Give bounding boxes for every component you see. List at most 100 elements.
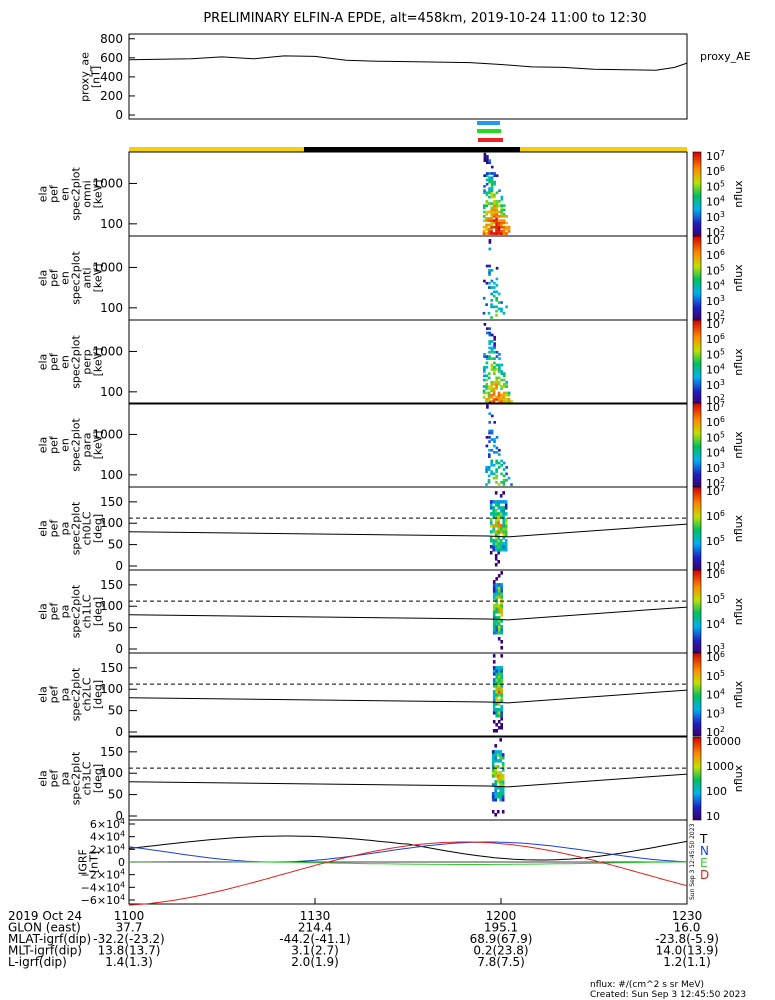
spectrogram-cell [490,395,493,399]
spectrogram-cell [500,223,503,227]
colorbar-tick-label: 106 [706,650,725,664]
spectrogram-cell [495,223,498,227]
pa-spectrogram-cell [495,607,498,611]
pa-spectrogram-cell [497,699,501,703]
pa-spectrogram-cell [497,539,500,543]
spectrogram-cell [485,355,489,358]
spectrogram-cell [495,363,499,367]
spectrogram-cell [502,227,506,231]
spectrogram-cell [495,451,499,454]
pa-spectrogram-cell [492,699,496,703]
igrf-panel: IGRF[nT] 6×1044×1042×1040−2×104−4×104−6×… [77,817,710,907]
pa-spectrogram-cell [494,557,498,561]
pa-spectrogram-cell [495,669,498,673]
ylabel-line: ch0LC [81,511,94,545]
colorbar-label: nflux [732,348,745,376]
pa-spectrogram-cell [494,500,498,504]
spectrogram-cell [490,400,493,403]
pa-spectrogram-cell [496,792,500,796]
spectrogram-cell [486,157,489,160]
pa-spectrogram-cell [494,753,497,757]
pa-spectrogram-cell [502,506,505,510]
ylabel-line: pef [48,769,61,788]
pa-spectrogram-cell [497,604,501,608]
spectrogram-cell [493,440,496,443]
spectrogram-cell [487,311,491,315]
spectrogram-cell [500,459,503,463]
pa-spectrogram-cell [494,771,497,775]
pa-spectrogram-cell [502,536,505,540]
ae-ytick-label: 400 [100,70,123,84]
spectrogram-cell [488,172,491,175]
spectrogram-cell [492,210,496,214]
spectrogram-cell [490,185,494,188]
spectrogram-cell [495,446,499,450]
igrf-ytick-label: −2×104 [81,868,125,882]
pa-spectrogram-cell [500,592,503,596]
spectrogram-cell [493,361,496,365]
spectrogram-cell [493,451,496,454]
spectrogram-cell [488,187,491,190]
pa-spectrogram-cell [495,595,498,599]
pa-spectrogram-cell [500,726,503,730]
spectrogram-cell [482,215,486,218]
pa-spectrogram-cell [501,792,505,796]
colorbar-tick-label: 10 [706,810,720,823]
pa-spectrogram-cell [494,774,497,778]
spectrogram-cell [492,225,496,229]
spectrogram-cell [490,357,494,360]
pa-spectrogram-cell [497,625,501,629]
spectrogram-cell [505,393,508,397]
pa-spectrogram-cell [492,589,496,593]
created-stamp: Created: Sun Sep 3 12:45:50 2023 [590,990,746,1000]
pa-spectrogram-cell [500,681,503,685]
spectrogram-cell [495,191,499,195]
spectrogram-cell [492,389,496,393]
pa-spectrogram-cell [494,521,498,525]
energy-ytick-label: 100 [100,385,123,399]
spectrogram-cell [488,453,491,456]
spectrogram-cell [497,483,501,486]
pa-spectrogram-cell [495,586,498,590]
spectrogram-cell [502,474,506,478]
spectrogram-cell [500,387,503,390]
spectrogram-cell [495,266,499,270]
pa-spectrogram-cell [504,542,508,546]
spectrogram-cell [500,309,503,313]
spectrogram-cell [498,353,501,356]
footer-row-value: 68.9(67.9) [470,932,533,946]
spectrogram-cell [498,453,501,456]
colorbar-tick-label: 104 [706,688,725,702]
pa-spectrogram-cell [495,723,498,727]
pa-spectrogram-cell [489,512,493,516]
pa-spectrogram-cell [499,548,503,552]
spectrogram-cell [500,363,504,367]
spectrogram-cell [488,436,491,439]
pa-spectrogram-cell [495,711,498,715]
pa-spectrogram-cell [501,762,505,766]
pa-spectrogram-cell [501,795,505,799]
pa-spectrogram-cell [499,524,503,528]
spectrogram-cell [497,395,501,399]
ylabel-line: omni [81,180,94,207]
footer-row-value: -23.8(-5.9) [655,932,719,946]
spectrogram-cell [495,202,499,205]
spectrogram-cell [482,378,486,382]
pa-spectrogram-cell [494,780,497,784]
pa-spectrogram-cell [500,666,503,670]
pa-spectrogram-cell [504,527,508,531]
spectrogram-cell [490,193,494,197]
colorbar-tick-label: 104 [706,446,725,460]
pa-spectrogram-cell [491,768,495,772]
spectrogram-cell [500,221,503,225]
colorbars: 107106105104103102nflux10710610510410310… [692,149,745,823]
spectrogram-cell [505,221,508,225]
spectrogram-cell [497,400,501,403]
spectrogram-cell [490,219,493,222]
spectrogram-cell [483,279,486,283]
spectrogram-cell [495,314,498,317]
pa-spectrogram-cell [496,759,500,763]
green-bar [477,129,501,133]
spectrogram-cell [502,311,506,315]
